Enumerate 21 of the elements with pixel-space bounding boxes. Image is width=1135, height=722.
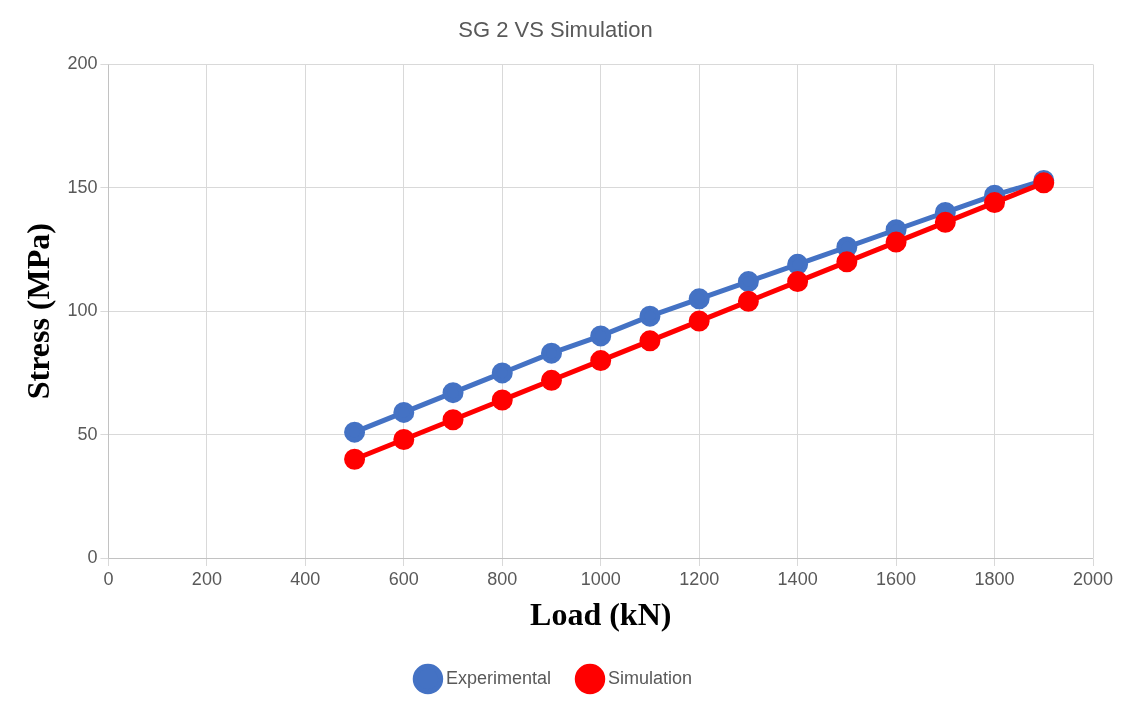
legend-label: Simulation: [608, 667, 693, 688]
x-axis-title: Load (kN): [530, 596, 672, 633]
x-tick-label: 1400: [777, 568, 818, 589]
x-tick-label: 600: [388, 568, 419, 589]
y-tick-label: 100: [67, 300, 98, 321]
x-tick-label: 1000: [580, 568, 621, 589]
x-tick-label: 400: [290, 568, 321, 589]
legend-label: Experimental: [445, 667, 551, 688]
x-tick-label: 2000: [1072, 568, 1114, 589]
x-tick-label: 200: [191, 568, 222, 589]
x-tick-label: 1600: [876, 568, 917, 589]
y-tick-label: 0: [87, 546, 98, 567]
x-tick-label: 800: [487, 568, 518, 589]
y-tick-label: 150: [67, 176, 98, 197]
y-axis-title: Stress (MPa): [20, 223, 57, 400]
x-tick-label: 0: [103, 568, 114, 589]
y-tick-label: 200: [67, 53, 98, 74]
x-tick-label: 1800: [974, 568, 1015, 589]
chart-title: SG 2 VS Simulation: [458, 17, 653, 43]
y-tick-label: 50: [77, 423, 98, 444]
x-tick-label: 1200: [679, 568, 720, 589]
